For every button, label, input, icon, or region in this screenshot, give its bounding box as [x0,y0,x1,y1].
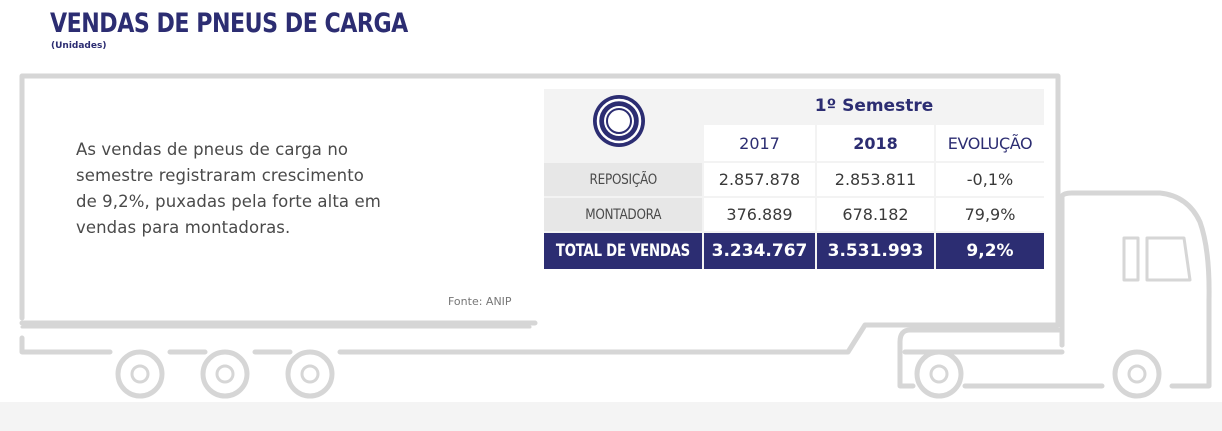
total-label: TOTAL DE VENDAS [544,233,702,269]
table-cell: 2.853.811 [817,163,934,196]
footer-band [0,402,1222,431]
page-title: VENDAS DE PNEUS DE CARGA [50,8,408,39]
total-cell: 3.531.993 [817,233,934,269]
unit-subtitle: (Unidades) [51,41,107,51]
table-cell: -0,1% [936,163,1044,196]
description-line: vendas para montadoras. [76,218,291,237]
description-text: As vendas de pneus de carga no semestre … [76,137,406,241]
table-cell: 376.889 [704,198,815,231]
table-cell: 678.182 [817,198,934,231]
total-cell: 3.234.767 [704,233,815,269]
table-cell: 79,9% [936,198,1044,231]
description-line: semestre registraram crescimento [76,166,365,185]
column-header-2017: 2017 [704,125,815,161]
table-cell: 2.857.878 [704,163,815,196]
row-label-montadora: MONTADORA [544,198,702,231]
column-header-2018: 2018 [817,125,934,161]
description-line: As vendas de pneus de carga no [76,140,349,159]
column-header-evolution: EVOLUÇÃO [936,125,1044,161]
row-label-reposicao: REPOSIÇÃO [544,163,702,196]
description-line: de 9,2%, puxadas pela forte alta em [76,192,381,211]
total-cell: 9,2% [936,233,1044,269]
source-note: Fonte: ANIP [448,295,512,308]
period-header: 1º Semestre [814,96,934,116]
tire-icon [593,95,645,147]
